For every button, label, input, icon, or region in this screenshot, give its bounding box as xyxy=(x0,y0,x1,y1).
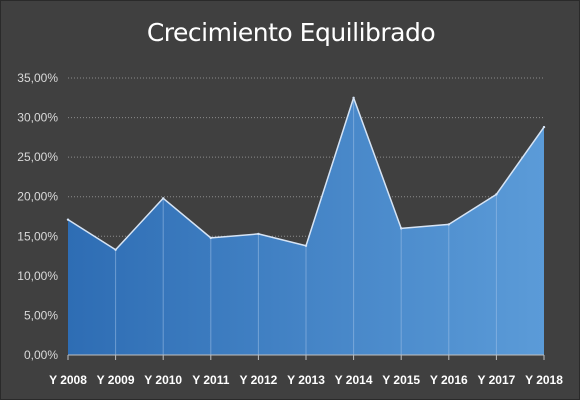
data-point xyxy=(400,227,403,230)
x-tick-label: Y 2018 xyxy=(525,373,563,387)
y-tick-label: 25,00% xyxy=(17,150,58,164)
x-tick-label: Y 2008 xyxy=(49,373,87,387)
data-point xyxy=(209,236,212,240)
x-tick-label: Y 2012 xyxy=(239,373,277,387)
data-point xyxy=(304,244,308,247)
y-tick-label: 20,00% xyxy=(17,190,58,204)
data-point xyxy=(447,223,450,226)
x-tick-label: Y 2014 xyxy=(335,373,373,387)
data-point xyxy=(66,218,70,221)
chart-title: Crecimiento Equilibrado xyxy=(146,18,436,47)
y-tick-label: 30,00% xyxy=(17,111,58,125)
data-point xyxy=(542,125,546,129)
y-tick-label: 0,00% xyxy=(24,348,58,362)
data-point xyxy=(114,248,117,251)
data-point xyxy=(162,197,165,200)
y-tick-label: 35,00% xyxy=(17,71,58,85)
x-tick-label: Y 2010 xyxy=(144,373,182,387)
x-tick-label: Y 2009 xyxy=(97,373,135,387)
x-tick-label: Y 2016 xyxy=(430,373,468,387)
x-tick-label: Y 2013 xyxy=(287,373,325,387)
y-tick-label: 15,00% xyxy=(17,229,58,243)
data-point xyxy=(257,232,260,236)
y-tick-label: 10,00% xyxy=(17,269,58,283)
x-tick-label: Y 2015 xyxy=(382,373,420,387)
x-tick-label: Y 2011 xyxy=(192,373,229,387)
y-tick-label: 5,00% xyxy=(24,308,58,322)
series-area xyxy=(68,97,544,356)
x-tick-label: Y 2017 xyxy=(477,373,515,387)
data-point xyxy=(352,96,355,99)
data-point xyxy=(495,193,498,196)
